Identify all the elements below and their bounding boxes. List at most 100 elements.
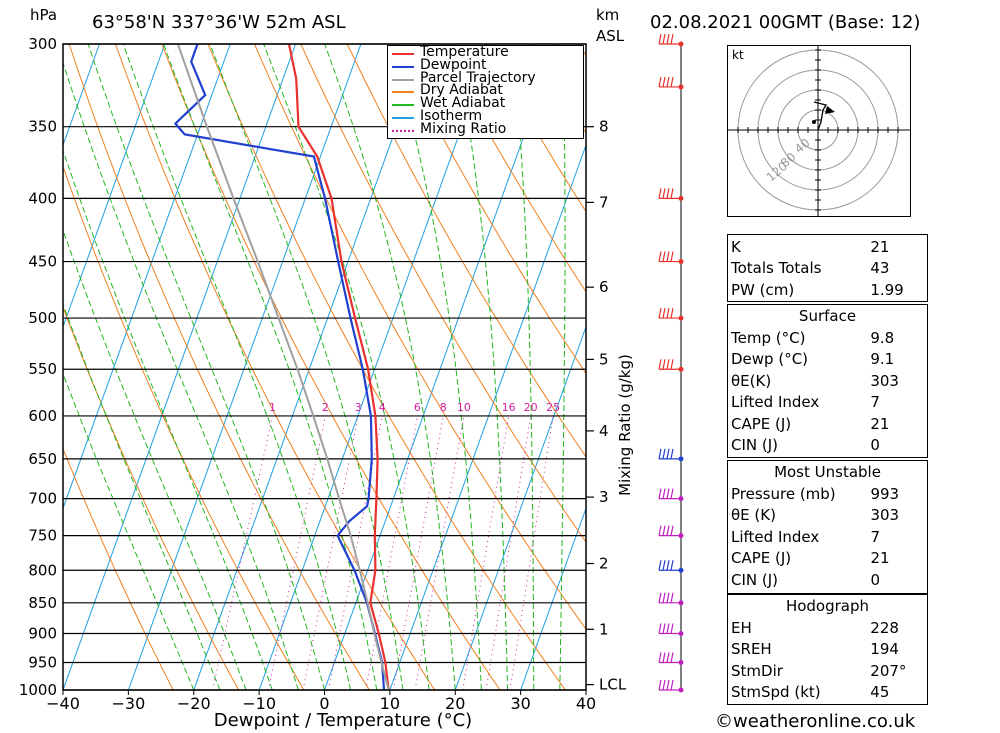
index-label: Pressure (mb) xyxy=(731,484,836,503)
index-label: Lifted Index xyxy=(731,527,820,546)
wind-barb xyxy=(658,679,679,691)
wind-level-dot xyxy=(678,84,684,90)
index-row: PW (cm) 1.99 xyxy=(728,279,927,301)
wind-barb xyxy=(658,592,679,604)
index-row: θE (K) 303 xyxy=(728,505,927,527)
wet-adiabat-line xyxy=(324,44,456,690)
index-label: CAPE (J) xyxy=(731,414,792,433)
index-row: CIN (J) 0 xyxy=(728,569,927,591)
mixing-ratio-label: 16 xyxy=(502,401,516,414)
index-value: 7 xyxy=(870,393,880,412)
x-axis-label: Dewpoint / Temperature (°C) xyxy=(214,710,472,731)
wet-adiabat-line xyxy=(87,44,325,690)
index-row: K 21 xyxy=(728,236,927,258)
index-value: 194 xyxy=(870,640,899,659)
legend-label: Isotherm xyxy=(420,108,483,124)
isotherm-line xyxy=(63,44,231,510)
index-label: StmSpd (kt) xyxy=(731,683,821,702)
temperature-curve xyxy=(287,44,390,690)
index-value: 0 xyxy=(870,436,880,455)
index-label: Lifted Index xyxy=(731,393,820,412)
indices-panel-mu: Most Unstable Pressure (mb) 993 θE (K) 303 L… xyxy=(727,460,928,594)
wind-barb xyxy=(658,488,679,500)
pressure-tick-label: 950 xyxy=(28,653,57,671)
wind-barb xyxy=(658,448,679,460)
indices-panel-hodo: Hodograph EH 228 SREH 194 StmDir 207° StmSpd (… xyxy=(727,594,928,705)
x-tick-label: 40 xyxy=(576,694,596,713)
wet-adiabat-line xyxy=(559,44,566,690)
index-row: Dewp (°C) 9.1 xyxy=(728,349,927,371)
isotherm-line xyxy=(454,325,586,690)
isotherm-line xyxy=(127,44,362,690)
km-tick-label: 6 xyxy=(599,278,609,296)
x-tick-label: −10 xyxy=(242,694,276,713)
x-tick-label: 30 xyxy=(510,694,530,713)
index-label: CIN (J) xyxy=(731,570,779,589)
index-value: 43 xyxy=(870,259,890,278)
index-label: SREH xyxy=(731,640,772,659)
mixing-ratio-label: 6 xyxy=(414,401,421,414)
index-value: 993 xyxy=(870,484,900,503)
km-tick-label: 5 xyxy=(599,350,609,368)
legend-swatch xyxy=(392,104,414,107)
isotherm-line xyxy=(520,506,586,690)
datetime-title: 02.08.2021 00GMT (Base: 12) xyxy=(650,12,921,33)
dry-adiabat-line xyxy=(393,44,586,375)
indices-panel-top: K 21 Totals Totals 43 PW (cm) 1.99 xyxy=(727,234,928,302)
legend-entry: Isotherm xyxy=(388,108,583,124)
index-value: 21 xyxy=(870,549,890,568)
wind-barb xyxy=(658,359,679,370)
wind-level-dot xyxy=(678,259,684,265)
wind-barb xyxy=(658,76,679,88)
hodograph-trace xyxy=(813,101,828,131)
pressure-tick-label: 900 xyxy=(28,624,57,642)
isotherm-line xyxy=(63,44,166,329)
index-label: Temp (°C) xyxy=(731,328,806,347)
wind-level-dot xyxy=(678,600,684,606)
index-value: 45 xyxy=(870,683,890,702)
index-value: 9.1 xyxy=(870,350,895,369)
index-row: Temp (°C) 9.8 xyxy=(728,327,927,349)
wind-level-dot xyxy=(678,567,684,573)
pressure-tick-label: 800 xyxy=(28,561,57,579)
copyright[interactable]: ©weatheronline.co.uk xyxy=(715,711,916,732)
legend-label: Temperature xyxy=(420,44,509,60)
mixing-ratio-line xyxy=(485,415,532,690)
index-label: Totals Totals xyxy=(731,259,822,278)
wind-level-dot xyxy=(678,533,684,539)
index-row: Lifted Index 7 xyxy=(728,526,927,548)
mixing-ratio-label: 1 xyxy=(269,401,276,414)
legend-swatch xyxy=(392,53,414,55)
isotherm-line xyxy=(63,44,297,690)
index-value: 303 xyxy=(870,371,899,390)
isotherm-line xyxy=(258,44,493,690)
dry-adiabat-line xyxy=(439,44,586,293)
wind-barb xyxy=(658,560,679,571)
pressure-tick-label: 750 xyxy=(28,527,57,545)
index-value: 21 xyxy=(870,237,890,256)
wet-adiabat-line xyxy=(63,149,273,690)
index-label: EH xyxy=(731,618,752,637)
legend-entry: Mixing Ratio xyxy=(388,121,583,137)
index-label: θE(K) xyxy=(731,371,772,390)
pressure-tick-label: 700 xyxy=(28,490,57,508)
dewpoint-curve xyxy=(173,44,386,690)
index-row: CAPE (J) 21 xyxy=(728,548,927,570)
km-tick-label: 2 xyxy=(599,555,609,573)
pressure-tick-label: 550 xyxy=(28,360,57,378)
asl-label: ASL xyxy=(596,27,625,45)
dry-adiabat-line xyxy=(207,44,566,690)
x-tick-label: −40 xyxy=(46,694,80,713)
index-label: K xyxy=(731,237,741,256)
wet-adiabat-line xyxy=(122,44,352,690)
legend-swatch xyxy=(392,91,414,94)
dry-adiabat-line xyxy=(950,44,1000,690)
indices-panel-surface: Surface Temp (°C) 9.8 Dewp (°C) 9.1 θE(K) 303… xyxy=(727,304,928,458)
index-value: 303 xyxy=(870,506,900,525)
location-title: 63°58'N 337°36'W 52m ASL xyxy=(92,12,346,33)
mixing-ratio-label: 8 xyxy=(440,401,447,414)
index-value: 21 xyxy=(870,414,890,433)
wind-barb xyxy=(658,525,679,537)
